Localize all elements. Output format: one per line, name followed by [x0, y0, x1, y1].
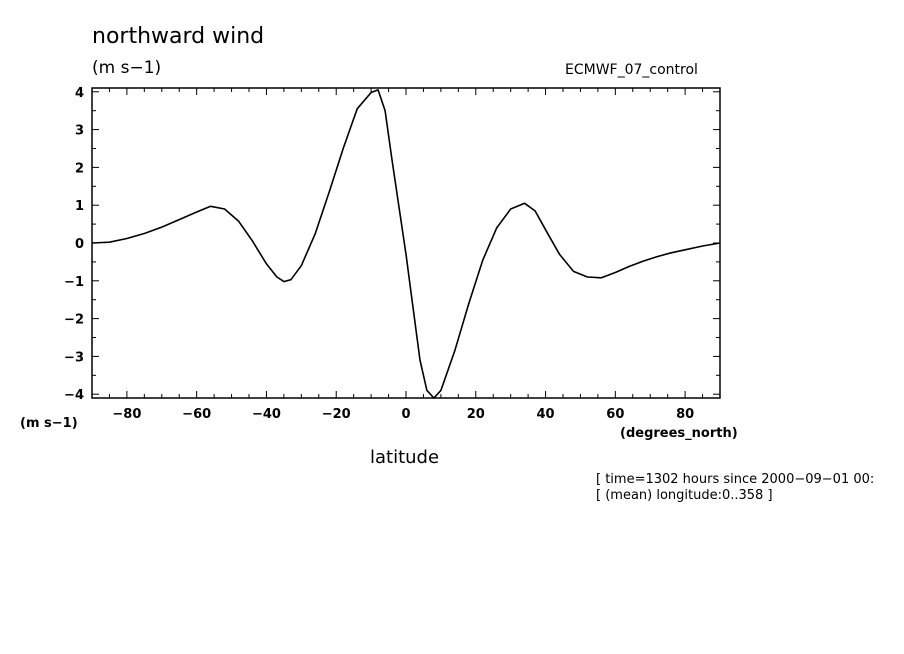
x-tick-label: 0 — [401, 407, 410, 422]
x-axis-units: (degrees_north) — [620, 426, 738, 441]
x-tick-label: −20 — [322, 407, 351, 422]
y-tick-label: −2 — [64, 313, 84, 328]
y-tick-label: −4 — [64, 388, 84, 403]
x-tick-label: −40 — [252, 407, 281, 422]
x-tick-label: −80 — [112, 407, 141, 422]
x-tick-label: −60 — [182, 407, 211, 422]
y-tick-label: −3 — [64, 350, 84, 365]
chart-units: (m s−1) — [92, 58, 162, 78]
longitude-metadata: [ (mean) longitude:0..358 ] — [596, 488, 773, 503]
series-line-northward-wind — [91, 89, 721, 399]
axis-ticks — [91, 88, 721, 398]
y-axis-units: (m s−1) — [20, 416, 78, 431]
y-tick-label: −1 — [64, 275, 84, 290]
model-label: ECMWF_07_control — [565, 62, 698, 78]
x-tick-label: 60 — [606, 407, 624, 422]
x-axis-label: latitude — [370, 447, 440, 468]
y-tick-label: 3 — [75, 124, 84, 139]
y-tick-label: 1 — [75, 199, 84, 214]
time-metadata: [ time=1302 hours since 2000−09−01 00: — [596, 472, 875, 487]
x-tick-label: 80 — [676, 407, 694, 422]
chart-title: northward wind — [92, 24, 265, 49]
y-tick-label: 4 — [75, 86, 84, 101]
plot-frame — [91, 87, 721, 399]
series-group — [91, 89, 721, 399]
axis-tick-labels: −80 −60 −40 −20 0 20 40 60 80 −4 −3 −2 −1 0 1 2 3 4 — [64, 86, 694, 422]
y-tick-label: 2 — [75, 161, 84, 176]
y-tick-label: 0 — [75, 237, 84, 252]
x-tick-label: 20 — [467, 407, 485, 422]
x-tick-label: 40 — [537, 407, 555, 422]
